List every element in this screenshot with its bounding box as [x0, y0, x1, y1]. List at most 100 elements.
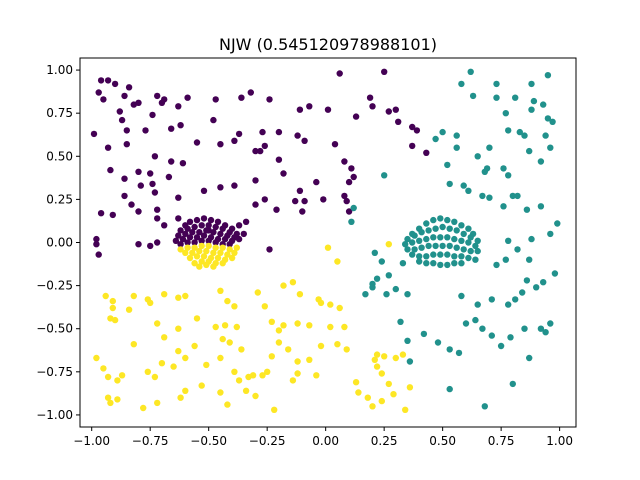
scatter-point — [418, 229, 425, 236]
scatter-point — [228, 254, 236, 262]
scatter-point — [177, 246, 184, 253]
scatter-point — [505, 172, 512, 179]
scatter-point — [458, 237, 465, 244]
scatter-point — [409, 251, 416, 258]
scatter-point — [404, 291, 411, 298]
scatter-point — [404, 235, 411, 243]
scatter-point — [437, 261, 444, 269]
scatter-point — [97, 77, 105, 84]
scatter-point — [231, 368, 238, 375]
y-tick-label: 1.00 — [46, 63, 73, 77]
scatter-point — [533, 284, 540, 291]
scatter-point — [191, 260, 198, 267]
scatter-point — [460, 246, 467, 253]
scatter-point — [207, 216, 215, 224]
scatter-point — [458, 222, 465, 229]
scatter-point — [341, 192, 348, 200]
scatter-point — [336, 304, 343, 312]
scatter-point — [493, 261, 500, 269]
scatter-point — [320, 196, 327, 203]
scatter-point — [231, 249, 238, 256]
scatter-point — [219, 260, 226, 267]
scatter-point — [191, 342, 198, 350]
scatter-point — [378, 370, 385, 377]
scatter-point — [299, 208, 306, 215]
scatter-point — [140, 404, 147, 412]
scatter-point — [528, 80, 535, 88]
scatter-point — [118, 116, 126, 124]
scatter-point — [542, 329, 549, 336]
points-layer — [90, 68, 561, 413]
scatter-point — [402, 241, 409, 248]
scatter-point — [210, 116, 217, 124]
scatter-point — [95, 89, 102, 96]
scatter-point — [196, 263, 203, 270]
scatter-point — [184, 244, 191, 251]
scatter-point — [193, 234, 201, 241]
x-tick-label: 1.00 — [546, 434, 573, 448]
scatter-point — [451, 218, 458, 225]
scatter-point — [465, 187, 472, 194]
scatter-point — [196, 229, 203, 236]
scatter-point — [348, 218, 355, 225]
scatter-point — [306, 103, 313, 110]
scatter-point — [390, 391, 397, 398]
y-tick-label: 0.00 — [46, 236, 73, 250]
scatter-point — [399, 351, 407, 358]
scatter-point — [273, 206, 280, 213]
scatter-point — [313, 178, 320, 186]
scatter-point — [444, 161, 451, 169]
scatter-point — [462, 320, 470, 327]
scatter-point — [334, 341, 341, 348]
scatter-point — [294, 132, 301, 139]
scatter-point — [182, 292, 189, 300]
scatter-point — [537, 325, 545, 332]
scatter-point — [90, 130, 98, 138]
scatter-point — [231, 303, 238, 310]
scatter-point — [432, 242, 439, 250]
scatter-point — [528, 235, 535, 243]
scatter-point — [544, 72, 552, 79]
scatter-point — [203, 261, 210, 269]
scatter-point — [505, 301, 512, 308]
scatter-point — [458, 292, 465, 300]
x-tick-label: −0.75 — [132, 434, 169, 448]
scatter-point — [547, 320, 554, 327]
scatter-point — [505, 127, 512, 134]
scatter-point — [385, 272, 392, 279]
scatter-point — [107, 399, 114, 407]
scatter-point — [404, 246, 411, 253]
scatter-point — [285, 346, 292, 353]
scatter-point — [226, 339, 233, 346]
scatter-point — [294, 358, 301, 365]
scatter-point — [266, 96, 273, 103]
scatter-point — [544, 115, 552, 122]
scatter-point — [381, 68, 388, 76]
scatter-point — [430, 260, 437, 267]
scatter-point — [123, 141, 130, 148]
scatter-point — [182, 387, 189, 394]
scatter-point — [406, 358, 414, 365]
scatter-point — [149, 180, 156, 188]
scatter-point — [397, 318, 404, 325]
scatter-point — [509, 192, 516, 200]
scatter-point — [261, 196, 268, 203]
scatter-point — [446, 385, 453, 393]
scatter-point — [423, 149, 430, 156]
scatter-point — [444, 251, 451, 258]
scatter-point — [341, 158, 348, 165]
scatter-point — [172, 237, 180, 244]
scatter-point — [235, 377, 243, 384]
scatter-point — [411, 246, 418, 253]
scatter-point — [198, 382, 205, 389]
scatter-point — [100, 365, 107, 372]
scatter-point — [144, 368, 151, 375]
scatter-point — [540, 279, 547, 286]
scatter-point — [189, 229, 196, 236]
scatter-point — [458, 260, 465, 267]
scatter-point — [451, 260, 458, 267]
scatter-point — [507, 334, 514, 341]
scatter-point — [521, 325, 528, 332]
scatter-point — [373, 275, 381, 282]
scatter-point — [135, 208, 142, 215]
